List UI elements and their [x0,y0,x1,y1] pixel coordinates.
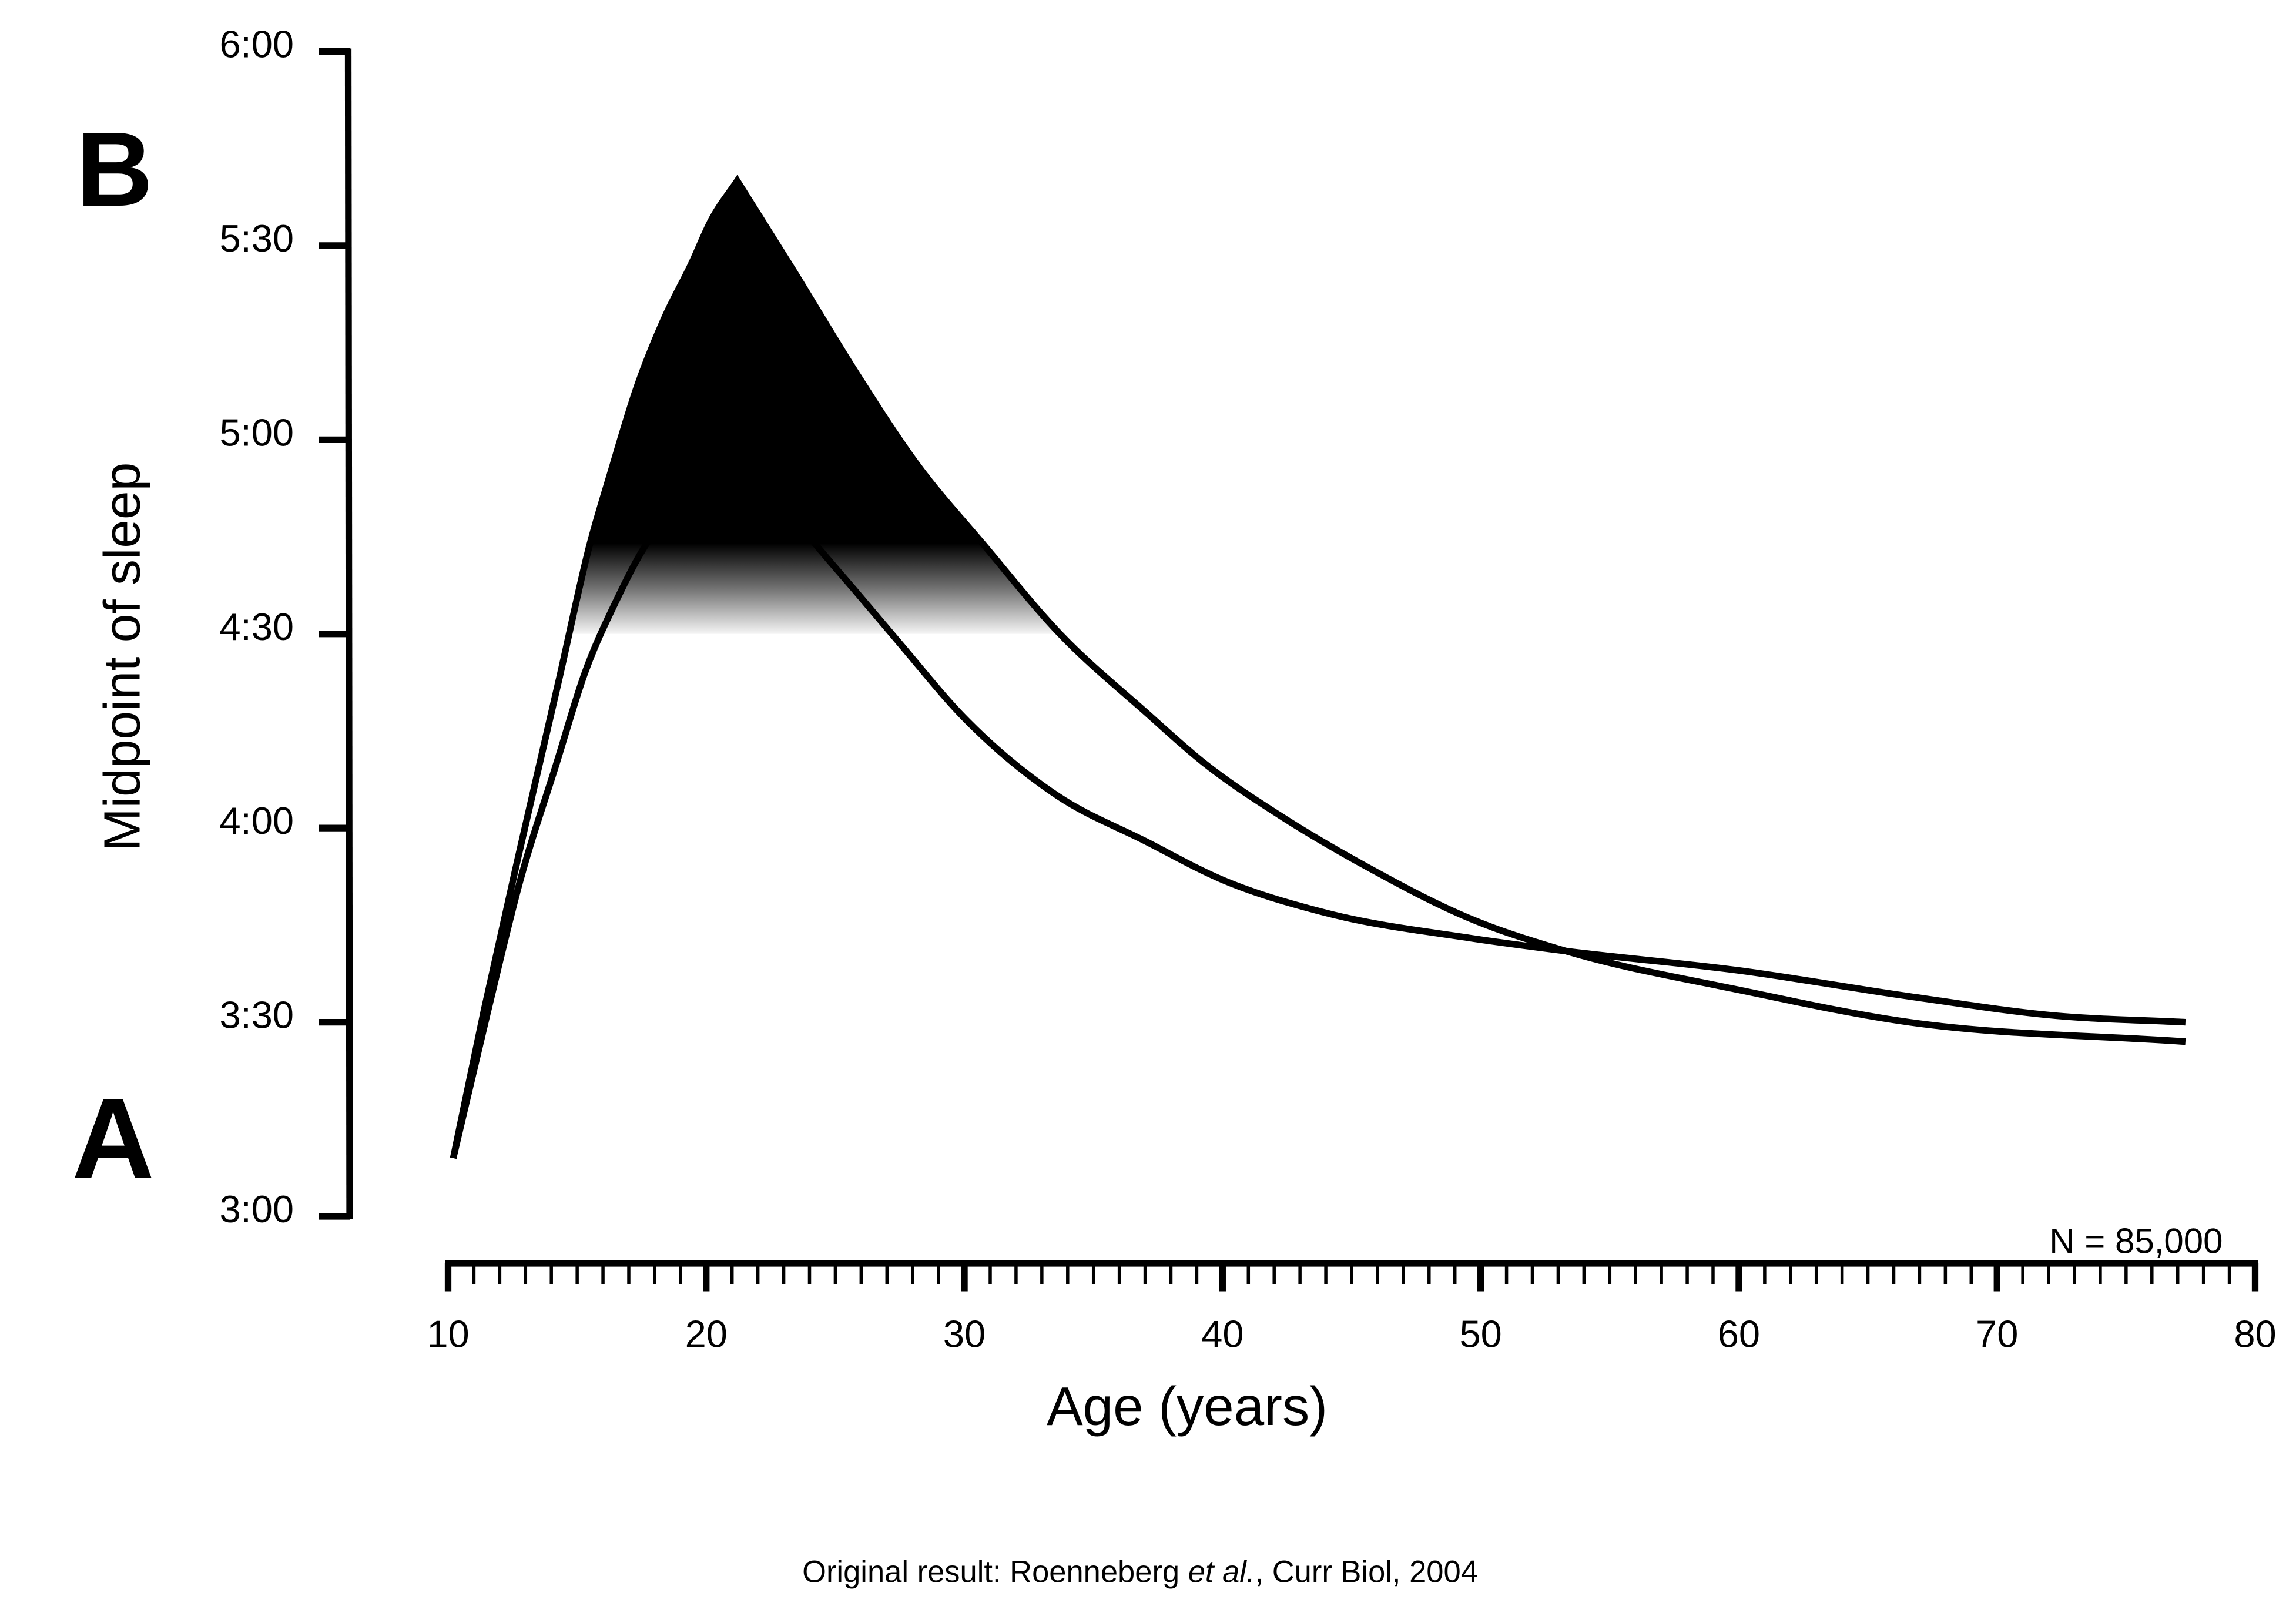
y-tick-label: 3:00 [219,1188,294,1231]
y-tick-label: 3:30 [219,994,294,1037]
y-tick-label: 6:00 [219,23,294,66]
caption-italic-text: et al. [1188,1555,1255,1590]
series-line-2 [450,475,2186,1159]
axes-layer: 3:00 3:30 4:00 4:30 5:00 5:30 6:00 10 20 30 40 50 60… [219,23,2276,1356]
shaded-region-label: B [716,390,797,515]
series-layer [450,175,2186,1159]
sample-size-label: N = 85,000 [2049,1222,2223,1261]
panel-label-a: A [72,1075,155,1203]
panel-label-b: B [76,110,153,229]
x-tick-label: 20 [685,1313,728,1356]
caption-text: Original result: Roenneberg [802,1555,1188,1590]
x-tick-label: 40 [1201,1313,1243,1356]
y-tick-label: 4:30 [219,605,294,648]
source-caption: Original result: Roenneberg et al., Curr… [802,1555,1478,1590]
x-axis-title: Age (years) [1047,1376,1328,1437]
caption-text-end: , Curr Biol, 2004 [1255,1555,1478,1590]
x-tick-label: 60 [1718,1313,1760,1356]
x-tick-label: 10 [427,1313,469,1356]
x-tick-label: 30 [943,1313,986,1356]
y-tick-label: 5:30 [219,217,294,260]
y-tick-label: 4:00 [219,799,294,842]
x-tick-label: 80 [2234,1313,2276,1356]
y-tick-label: 5:00 [219,411,294,454]
y-axis-title: Midpoint of sleep [93,462,151,851]
x-tick-label: 70 [1976,1313,2018,1356]
x-tick-label: 50 [1459,1313,1501,1356]
